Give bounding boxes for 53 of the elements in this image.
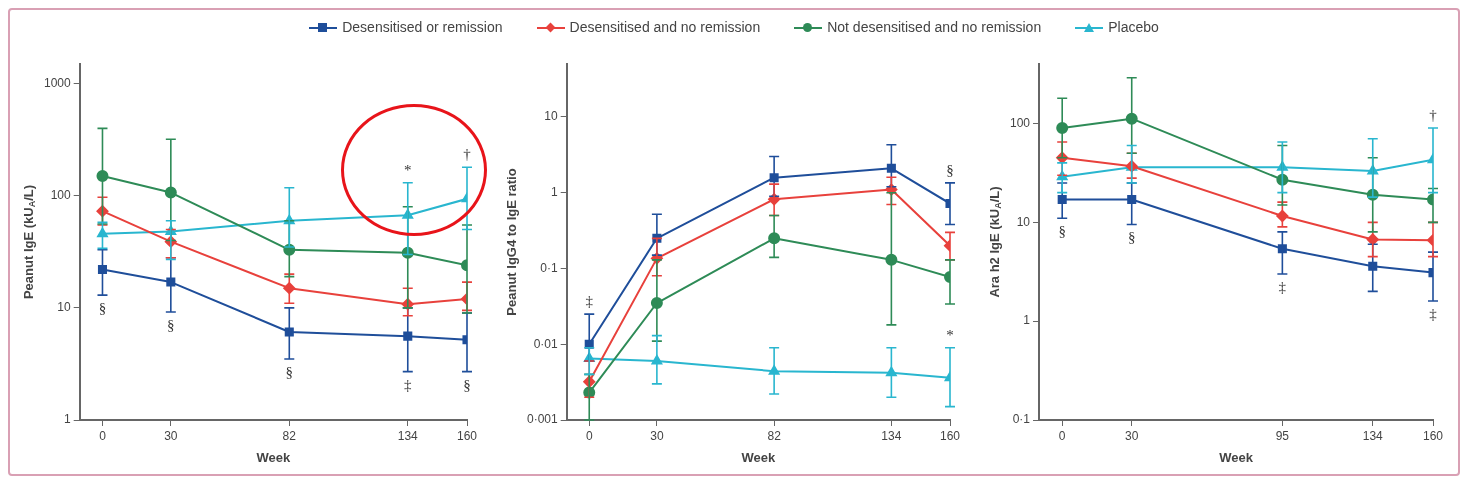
annotation: ‡ [404,376,413,393]
x-tick-label: 134 [1362,428,1383,443]
legend-label: Desensitised and no remission [568,19,761,35]
legend-label: Not desensitised and no remission [826,19,1042,35]
y-tick-label: 10 [544,109,558,124]
y-tick-label: 1 [1022,313,1030,328]
x-tick-label: 95 [1275,428,1289,443]
y-tick-label: 1 [64,412,72,427]
x-tick-label: 0 [585,428,593,443]
x-tick-label: 134 [398,428,419,443]
annotation: * [404,161,412,178]
annotation: * [946,326,954,343]
y-axis-title: Peanut IgE (kUA/L) [20,184,38,300]
annotation: § [167,316,175,333]
y-tick-label: 0·01 [533,336,558,351]
y-tick-label: 0·1 [1012,412,1030,427]
y-tick-label: 0·1 [540,260,558,275]
annotation: § [946,161,954,178]
annotation: ‡ [585,293,594,310]
legend-label: Placebo [1107,19,1159,35]
y-tick-label: 100 [50,188,72,203]
y-tick-label: 0·001 [526,412,558,427]
y-tick-label: 100 [1009,115,1030,130]
annotation: § [285,363,294,380]
y-axis-title: Peanut IgG4 to IgE ratio [503,168,519,316]
x-tick-label: 160 [939,428,961,443]
x-tick-label: 0 [1058,428,1066,443]
x-axis-title: Week [1218,449,1254,465]
x-tick-label: 30 [164,428,179,443]
annotation: § [463,376,472,393]
x-axis-title: Week [741,449,776,465]
x-tick-label: 134 [881,428,902,443]
annotation: † [463,146,472,163]
annotation: ‡ [1278,278,1287,295]
x-tick-label: 82 [767,428,782,443]
y-tick-label: 10 [57,300,72,315]
y-tick-label: 10 [1016,214,1030,229]
x-tick-label: 30 [1124,428,1139,443]
annotation: ‡ [1428,305,1437,322]
annotation: § [99,300,107,317]
annotation: § [1058,223,1066,240]
annotation: § [1127,229,1136,246]
legend-label: Desensitised or remission [341,19,503,35]
annotation: † [1428,106,1437,123]
x-tick-label: 82 [282,428,297,443]
x-tick-label: 160 [1422,428,1443,443]
x-axis-title: Week [256,449,292,465]
y-tick-label: 1000 [44,76,72,91]
x-tick-label: 30 [650,428,664,443]
y-axis-title: Ara h2 IgE (kUA/L) [986,186,1004,298]
x-tick-label: 0 [99,428,107,443]
y-tick-label: 1 [550,185,558,200]
x-tick-label: 160 [457,428,478,443]
